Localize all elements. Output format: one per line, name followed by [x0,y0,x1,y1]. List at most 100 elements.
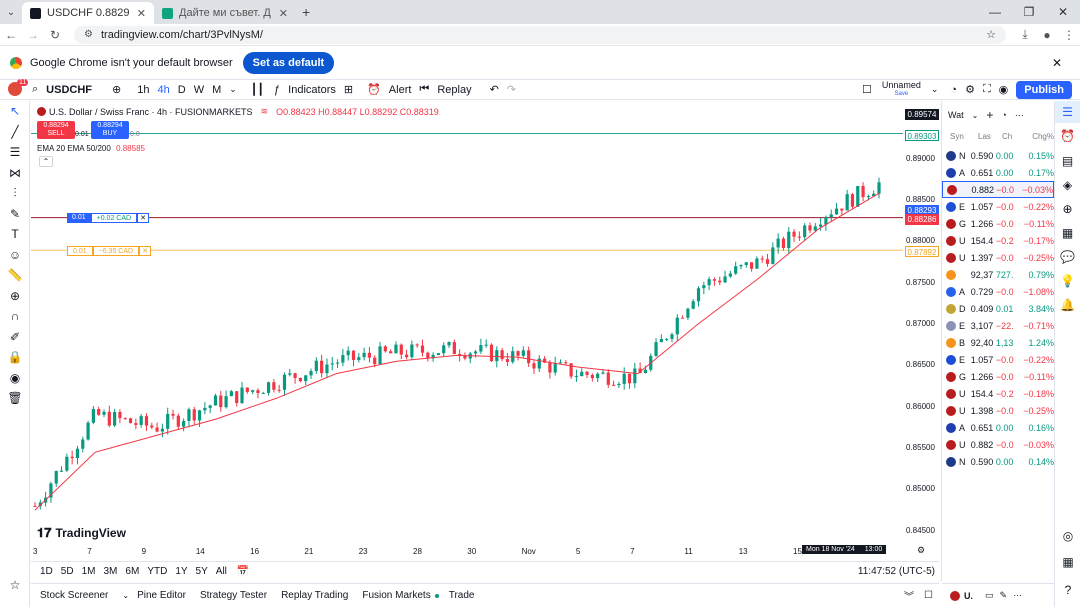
forward-icon[interactable]: → [27,27,39,42]
templates-icon[interactable]: ⊞ [343,84,354,96]
maximize-icon[interactable]: ❐ [1023,5,1035,19]
watchlist-row[interactable]: N 0.590 0.00 0.14% [942,453,1054,470]
col-change[interactable]: Ch [1002,131,1013,141]
watchlist-row[interactable]: A 0.651 0.00 0.17% [942,164,1054,181]
range-5y[interactable]: 5Y [195,566,208,577]
cursor-icon[interactable]: ↖ [9,104,21,119]
advanced-view-icon[interactable]: ◔ [1001,110,1007,120]
tab-menu-icon[interactable]: ⌄ [6,6,16,18]
data-window-icon[interactable]: ▤ [1061,154,1074,168]
screener-dropdown-icon[interactable]: ⌄ [122,591,130,600]
hotlists-icon[interactable]: ⊕ [1062,202,1073,216]
layout-dropdown-icon[interactable]: ⌄ [930,84,939,94]
pattern-icon[interactable]: ⋈ [9,165,21,180]
ideas-icon[interactable]: 💡 [1060,274,1075,288]
site-info-icon[interactable]: ⚙ [84,29,93,40]
interval-m[interactable]: M [212,83,222,96]
collapse-panel-icon[interactable]: ︾ [904,592,915,603]
footer-edit-icon[interactable]: ✎ [999,590,1008,600]
magnet-icon[interactable]: ∩ [10,309,20,324]
zoom-in-icon[interactable]: ⊕ [9,288,21,303]
position-line-loss[interactable]: 0.01 −6.35 CAD ✕ [67,246,151,256]
notifications-bell-icon[interactable]: 🔔 [1060,298,1075,312]
range-3m[interactable]: 3M [103,566,118,577]
snapshot-camera-icon[interactable]: ◉ [998,84,1009,96]
replay-button[interactable]: Replay [437,83,472,96]
watchlist-row[interactable]: U 1.398 −0.0 −0.25% [942,402,1054,419]
chats-icon[interactable]: 💬 [1060,250,1075,264]
watchlist-icon[interactable]: ☰ [1055,101,1080,123]
watchlist-row[interactable]: E 3,107 −22. −0.71% [942,317,1054,334]
bookmark-star-icon[interactable]: ☆ [986,29,996,41]
profile-icon[interactable]: ● [1043,27,1051,42]
watchlist-row[interactable]: U 0.882 −0.0 −0.03% [942,436,1054,453]
chart-pane[interactable]: U.S. Dollar / Swiss Franc · 4h · FUSIONM… [31,101,939,561]
tab-pine-editor[interactable]: Pine Editor [137,590,186,601]
prediction-icon[interactable]: ⫶ [13,185,17,200]
col-last[interactable]: Las [978,131,991,141]
watchlist-row[interactable]: A 0.729 −0.0 −1.08% [942,283,1054,300]
url-field[interactable]: ⚙ tradingview.com/chart/3PvlNysM/ ☆ [74,25,1006,44]
close-tab-icon[interactable]: ✕ [136,7,146,20]
browser-menu-icon[interactable]: ⋮ [1063,27,1075,42]
watchlist-row[interactable]: U 154.4 −0.2 −0.18% [942,385,1054,402]
quick-search-icon[interactable]: ◔ [950,83,958,96]
range-1d[interactable]: 1D [40,566,53,577]
watchlist-row[interactable]: B 92,40 1,13 1.24% [942,334,1054,351]
alerts-clock-icon[interactable]: ⏰ [1060,129,1075,143]
layout-icon[interactable]: ☐ [861,84,872,96]
interval-dropdown-icon[interactable]: ⌄ [229,84,237,94]
minimize-icon[interactable]: — [989,5,1001,19]
collapse-legend-icon[interactable]: ⌃ [39,156,53,167]
visibility-eye-icon[interactable]: ◉ [9,370,21,385]
order-quantity[interactable]: 0.01 [75,131,89,138]
alert-icon[interactable]: ⏰ [367,84,381,96]
sell-button[interactable]: 0.88294 SELL [37,121,75,139]
set-default-button[interactable]: Set as default [242,51,335,74]
range-all[interactable]: All [215,566,227,577]
reload-icon[interactable]: ↻ [49,27,61,42]
undo-icon[interactable]: ↶ [489,84,499,96]
watchlist-row[interactable]: N 0.590 0.00 0.15% [942,147,1054,164]
interval-w[interactable]: W [193,83,205,96]
close-window-icon[interactable]: ✕ [1057,5,1069,19]
watchlist-row[interactable]: G 1.266 −0.0 −0.11% [942,215,1054,232]
watchlist-title[interactable]: Wat [948,110,964,120]
replay-icon[interactable]: ⏮ [419,83,430,95]
range-5d[interactable]: 5D [60,566,74,577]
range-ytd[interactable]: YTD [147,566,168,577]
watchlist-row[interactable]: U 154.4 −0.2 −0.17% [942,232,1054,249]
watchlist-row[interactable]: U 1.397 −0.0 −0.25% [942,249,1054,266]
add-symbol-icon[interactable]: + [986,108,994,122]
axis-settings-icon[interactable]: ⚙ [917,545,926,555]
new-tab-icon[interactable]: + [302,4,311,20]
footer-panel-icon[interactable]: ▭ [985,590,994,600]
brush-icon[interactable]: ✎ [9,206,21,221]
range-1m[interactable]: 1M [81,566,96,577]
watchlist-row[interactable]: A 0.651 0.00 0.16% [942,419,1054,436]
publish-button[interactable]: Publish [1016,80,1072,99]
watchlist-row[interactable]: G 1.266 −0.0 −0.11% [942,368,1054,385]
ema-label[interactable]: EMA 20 EMA 50/200 [37,144,111,153]
close-position-icon[interactable]: ✕ [137,213,149,223]
help-icon[interactable]: ? [1064,583,1072,597]
tradingview-logo[interactable]: 𝟏𝟕 TradingView [37,525,126,541]
symbol-search-icon[interactable]: ⌕ [32,83,39,95]
col-symbol[interactable]: Syn [950,131,964,141]
calendar-icon[interactable]: ▦ [1061,226,1074,240]
tab-stock-screener[interactable]: Stock Screener [40,590,109,601]
buy-button[interactable]: 0.88294 BUY [91,121,129,139]
emoji-icon[interactable]: ☺ [8,247,22,262]
object-tree-icon[interactable]: ◈ [1062,178,1073,192]
tab-trade[interactable]: Trade [448,590,475,601]
candles-type-icon[interactable]: ┃┃ [250,84,265,96]
dom-target-icon[interactable]: ◎ [1062,529,1074,543]
symbol-title[interactable]: U.S. Dollar / Swiss Franc · 4h · FUSIONM… [49,106,253,117]
watchlist-more-icon[interactable]: ⋯ [1014,109,1024,120]
close-tab-icon[interactable]: ✕ [278,7,288,20]
watchlist-dropdown-icon[interactable]: ⌄ [971,110,979,120]
close-position-icon[interactable]: ✕ [139,246,151,256]
interval-d[interactable]: D [177,83,186,96]
timezone-clock[interactable]: 11:47:52 (UTC-5) [857,566,935,577]
indicators-icon[interactable]: ƒ [274,83,281,96]
